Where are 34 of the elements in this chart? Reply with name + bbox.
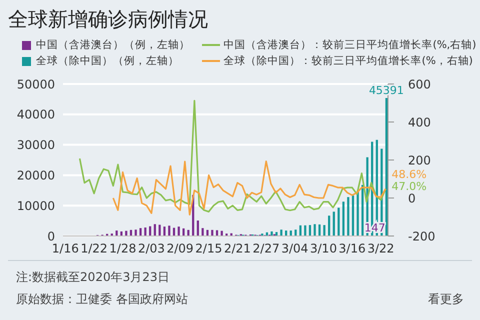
chart-title: 全球新增确诊病例情况	[7, 6, 209, 33]
data-label: 48.6%	[392, 168, 427, 181]
y-tick-label: 10000	[16, 198, 55, 213]
y2-tick-label: 200	[408, 153, 431, 168]
data-label: 47.0%	[392, 180, 427, 194]
y2-tick-label: 400	[408, 115, 431, 130]
x-tick-label: 2/21	[224, 242, 251, 256]
x-tick-label: 3/16	[338, 242, 366, 256]
text: 看更多	[428, 291, 464, 308]
x-tick-label: 1/22	[80, 242, 108, 256]
x-tick-label: 2/09	[166, 242, 194, 256]
x-tick-label: 1/16	[52, 242, 79, 256]
y-tick-label: 20000	[16, 168, 55, 182]
y2-tick-label: -200	[408, 229, 436, 244]
y-tick-label: 40000	[16, 108, 55, 122]
x-tick-label: 3/10	[310, 242, 337, 256]
x-tick-label: 3/22	[367, 242, 394, 256]
text: 原始数据：卫健委 各国政府网站	[16, 291, 188, 308]
legend-label: 中国（含港澳台）（例，左轴）	[36, 38, 190, 52]
text: 注:数据截至2020年3月23日	[16, 269, 170, 286]
legend-label: 中国（含港澳台）：较前三日平均值增长率(%,右轴)	[224, 38, 476, 52]
data-label: 45391	[368, 84, 404, 98]
x-tick-label: 2/27	[252, 242, 280, 256]
x-tick-label: 3/04	[281, 242, 308, 256]
x-tick-label: 2/15	[195, 242, 222, 256]
legend-label: 全球（除中国）：较前三日平均值增长率(%，右轴)	[224, 54, 473, 68]
x-tick-label: 2/03	[138, 242, 165, 256]
legend-label: 全球（除中国）（例，左轴）	[36, 54, 179, 68]
y-tick-label: 0	[47, 229, 55, 244]
y2-tick-label: 600	[408, 77, 431, 92]
y2-tick-label: 0	[408, 191, 416, 206]
y-tick-label: 50000	[16, 77, 55, 92]
x-tick-label: 1/28	[109, 242, 136, 256]
y-tick-label: 30000	[16, 138, 55, 152]
